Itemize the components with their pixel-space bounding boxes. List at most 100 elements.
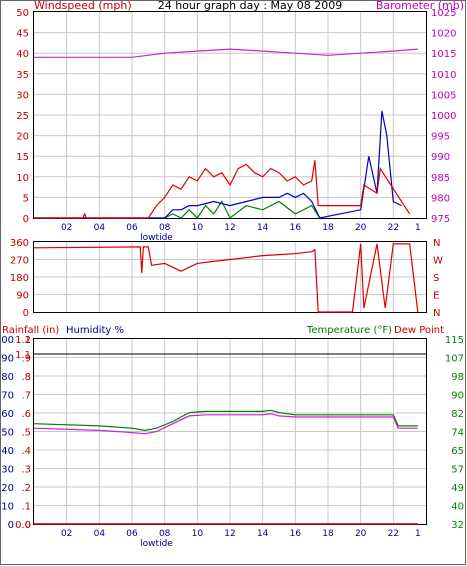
rainfall-tick: 1 <box>25 335 31 346</box>
x-tick: 18 <box>322 529 334 539</box>
humidity-tick: 30 <box>1 465 14 476</box>
x-tick: 18 <box>322 223 334 233</box>
wind-tick: 35 <box>16 70 29 81</box>
compass-tick: W <box>433 256 443 267</box>
x-tick: 16 <box>290 529 302 539</box>
barometer-tick: 1025 <box>431 8 456 19</box>
barometer-tick: 985 <box>431 173 450 184</box>
rainfall-scale-tick: 0.0 <box>15 520 31 531</box>
rainfall-tick: .8 <box>21 372 31 383</box>
rainfall-scale-tick: 1.2 <box>15 335 31 346</box>
temperature-tick: 115 <box>445 335 464 346</box>
tick-labels: 0510152025303540455097598098599099510001… <box>0 8 464 549</box>
direction-tick: 90 <box>16 291 29 302</box>
humidity-tick: 60 <box>1 409 14 420</box>
wind-low-line <box>34 200 321 219</box>
dewpoint-axis-label: Dew Point <box>394 325 444 336</box>
grid-climate <box>34 339 426 524</box>
temperature-axis-label: Temperature (°F) <box>306 325 392 336</box>
rainfall-tick: .2 <box>21 483 31 494</box>
wind-avg-line <box>34 110 402 219</box>
x-tick: 20 <box>355 529 367 539</box>
lowtide-label: lowtide <box>140 233 173 243</box>
humidity-tick: 70 <box>1 391 14 402</box>
chart-title: 24 hour graph day : May 08 2009 <box>158 0 343 12</box>
barometer-tick: 1010 <box>431 70 456 81</box>
temperature-tick: 49 <box>451 483 464 494</box>
compass-tick: S <box>433 273 439 284</box>
x-tick: 12 <box>224 529 235 539</box>
rainfall-axis-label: Rainfall (in) <box>2 325 59 336</box>
humidity-tick: 50 <box>1 428 14 439</box>
x-tick: 14 <box>257 529 269 539</box>
temperature-tick: 107 <box>445 354 464 365</box>
barometer-tick: 980 <box>431 193 450 204</box>
dewpoint-line <box>33 413 418 435</box>
x-tick: 10 <box>192 529 204 539</box>
barometer-tick: 1000 <box>431 111 456 122</box>
wind-axis-label: Windspeed (mph) <box>34 0 132 12</box>
wind-tick: 50 <box>16 8 29 19</box>
rainfall-tick: .6 <box>21 409 31 420</box>
wind-tick: 20 <box>16 132 29 143</box>
rainfall-scale-tick: 1.1 <box>15 350 31 361</box>
temperature-line <box>33 409 418 432</box>
x-tick: 1 <box>415 529 421 539</box>
humidity-tick: 80 <box>1 372 14 383</box>
x-tick: 12 <box>224 223 235 233</box>
x-tick: 08 <box>159 529 171 539</box>
x-tick: 22 <box>388 529 399 539</box>
rainfall-tick: .3 <box>21 465 31 476</box>
rainfall-tick: .9 <box>21 354 31 365</box>
wind-direction-line <box>33 243 419 313</box>
wind-tick: 10 <box>16 173 29 184</box>
grid-wind <box>34 12 426 218</box>
temperature-tick: 74 <box>451 428 464 439</box>
temperature-tick: 82 <box>451 409 464 420</box>
wind-tick: 15 <box>16 152 29 163</box>
wind-gust-line <box>34 160 411 219</box>
x-tick: 06 <box>126 223 138 233</box>
direction-tick: 0 <box>23 308 29 319</box>
temperature-tick: 32 <box>451 520 464 531</box>
direction-tick: 270 <box>10 256 29 267</box>
barometer-tick: 1005 <box>431 90 456 101</box>
x-tick: 04 <box>94 529 106 539</box>
humidity-tick: 40 <box>1 446 14 457</box>
wind-tick: 30 <box>16 90 29 101</box>
x-tick: 08 <box>159 223 171 233</box>
x-tick: 02 <box>61 529 72 539</box>
wind-tick: 0 <box>23 214 29 225</box>
wind-tick: 40 <box>16 49 29 60</box>
direction-tick: 180 <box>10 273 29 284</box>
x-tick: 20 <box>355 223 367 233</box>
x-tick: 22 <box>388 223 399 233</box>
temperature-tick: 90 <box>451 391 464 402</box>
barometer-axis-label: Barometer (mb) <box>376 0 464 12</box>
x-tick: 16 <box>290 223 302 233</box>
lowtide-label: lowtide <box>140 539 173 549</box>
temperature-tick: 57 <box>451 465 464 476</box>
temperature-tick: 98 <box>451 372 464 383</box>
humidity-axis-label: Humidity % <box>66 325 124 336</box>
compass-tick: N <box>433 238 440 249</box>
x-tick: 04 <box>94 223 106 233</box>
wind-tick: 25 <box>16 111 29 122</box>
rainfall-tick: .1 <box>21 502 31 513</box>
barometer-tick: 995 <box>431 132 450 143</box>
humidity-tick: 100 <box>0 335 14 346</box>
grid-direction <box>34 242 426 312</box>
barometer-tick: 975 <box>431 214 450 225</box>
wind-series <box>34 48 418 219</box>
humidity-tick: 90 <box>1 354 14 365</box>
compass-tick: N <box>433 308 440 319</box>
direction-series <box>33 243 419 313</box>
temperature-tick: 65 <box>451 446 464 457</box>
rainfall-tick: .5 <box>21 428 31 439</box>
barometer-line <box>34 48 418 58</box>
rainfall-tick: 0 <box>25 520 31 531</box>
barometer-tick: 990 <box>431 152 450 163</box>
x-tick: 06 <box>126 529 138 539</box>
humidity-tick: 0 <box>8 520 14 531</box>
